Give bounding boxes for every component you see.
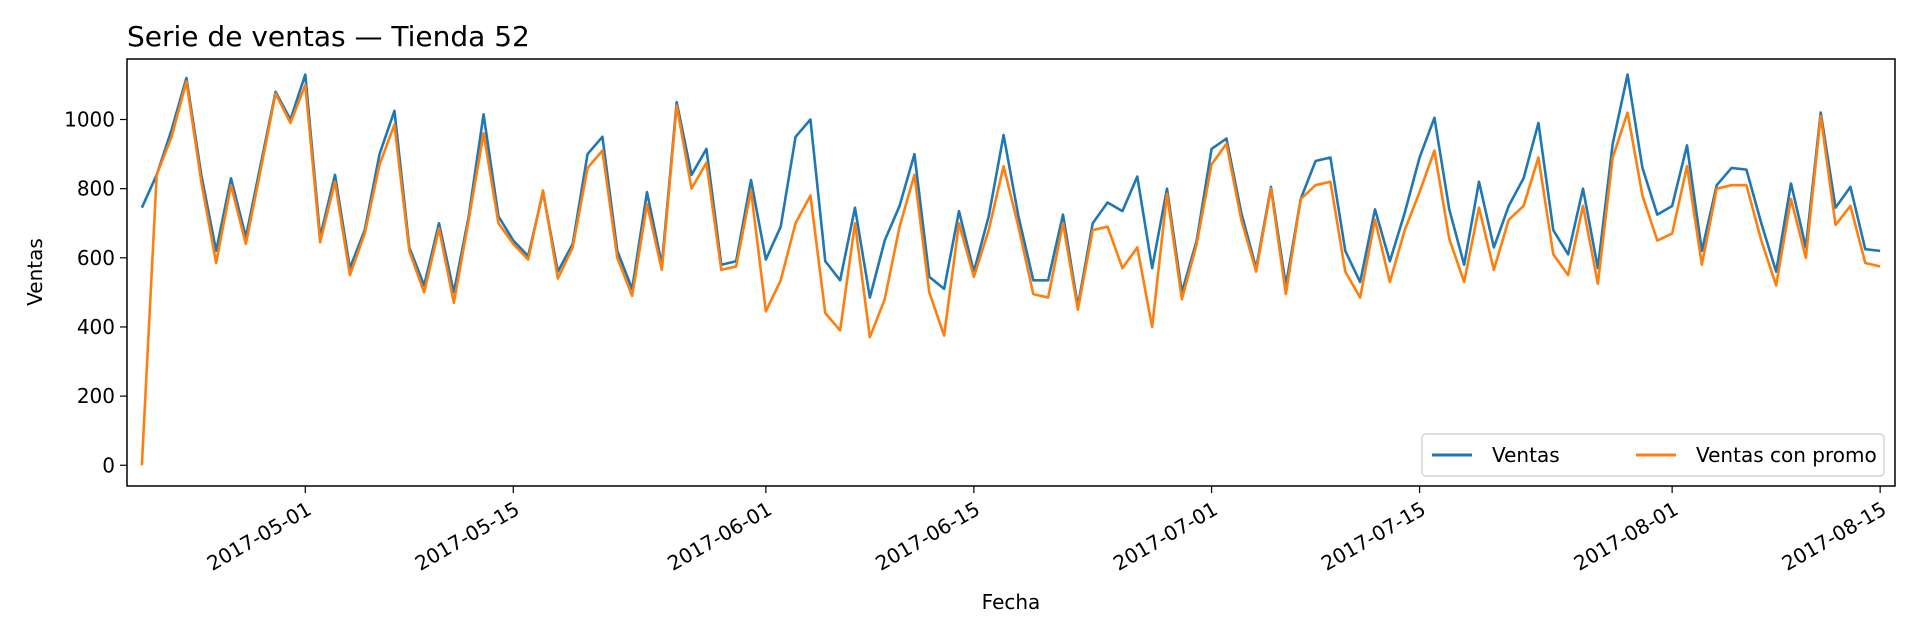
- x-tick-label: 2017-08-15: [1778, 497, 1891, 576]
- y-tick-label: 0: [102, 453, 115, 477]
- x-tick-label: 2017-06-01: [663, 497, 776, 576]
- x-tick-label: 2017-07-15: [1317, 497, 1430, 576]
- legend-label-ventas: Ventas: [1492, 443, 1560, 467]
- x-tick-label: 2017-05-01: [203, 497, 316, 576]
- y-tick-label: 400: [77, 315, 115, 339]
- chart-title: Serie de ventas — Tienda 52: [127, 20, 530, 53]
- plot-frame: [126, 58, 1896, 487]
- y-tick-label: 200: [77, 384, 115, 408]
- legend: Ventas Ventas con promo: [1421, 433, 1885, 477]
- series-line-ventas-con-promo: [140, 80, 1881, 466]
- series-line-ventas: [140, 73, 1881, 308]
- y-tick-label: 600: [77, 246, 115, 270]
- y-tick-label: 1000: [64, 108, 115, 132]
- x-axis: 2017-05-01 2017-05-15 2017-06-01 2017-06-15…: [203, 486, 1891, 576]
- x-axis-label: Fecha: [982, 590, 1041, 614]
- x-tick-label: 2017-06-15: [871, 497, 984, 576]
- x-tick-label: 2017-05-15: [411, 497, 524, 576]
- legend-label-ventas-con-promo: Ventas con promo: [1696, 443, 1877, 467]
- y-axis: 0 200 400 600 800 1000: [64, 108, 127, 477]
- series-group: [140, 73, 1881, 466]
- x-tick-label: 2017-07-01: [1109, 497, 1222, 576]
- x-tick-label: 2017-08-01: [1570, 497, 1683, 576]
- y-tick-label: 800: [77, 177, 115, 201]
- y-axis-label: Ventas: [23, 238, 47, 306]
